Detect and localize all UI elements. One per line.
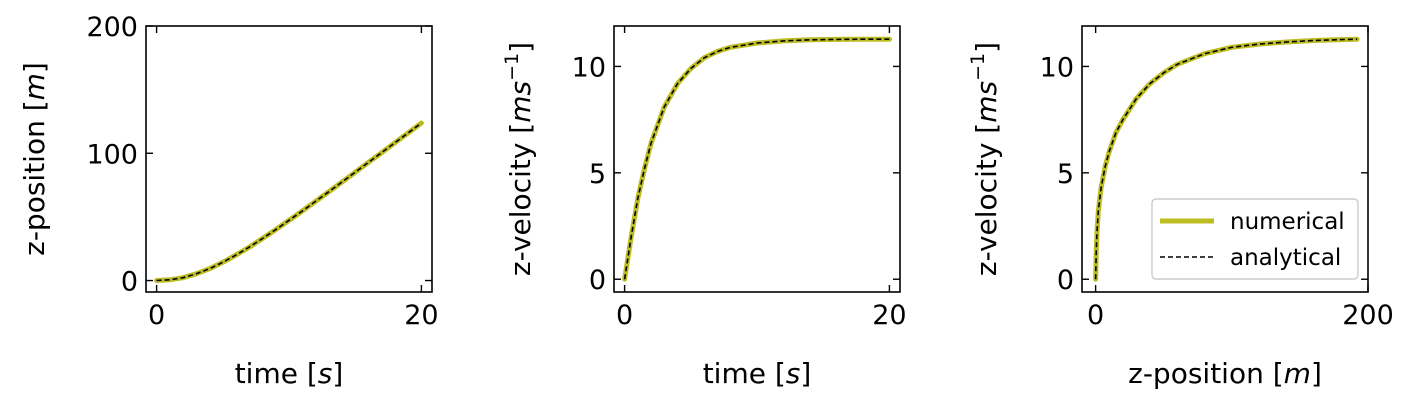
y-tick-label: 5 (1057, 159, 1074, 190)
plot-frame (145, 25, 433, 293)
x-tick-label: 20 (404, 300, 438, 331)
label-suffix: ] (1311, 357, 1322, 390)
y-axis-label: z-position [m] (18, 62, 51, 256)
y-tick-label: 10 (1040, 52, 1074, 83)
series-line-analytical (156, 122, 422, 282)
label-unit: s (318, 357, 333, 390)
y-tick-label: 0 (121, 267, 138, 298)
label-superscript: −1 (501, 53, 523, 81)
plot-frame (1081, 25, 1369, 293)
label-unit: s (786, 357, 801, 390)
x-axis-label: z-position [m] (1128, 357, 1322, 390)
label-prefix: z-position [ (18, 100, 51, 256)
series-line-analytical (623, 38, 890, 280)
legend: numerical analytical (1151, 198, 1359, 280)
x-tick-label: 0 (616, 300, 633, 331)
label-suffix: ] (800, 357, 811, 390)
y-tick-label: 10 (572, 52, 606, 83)
series-line-numerical (622, 36, 892, 282)
y-axis-label: z-velocity [ms−1] (967, 42, 1003, 276)
label-prefix: z-velocity [ (504, 123, 537, 276)
label-suffix: ] (332, 357, 343, 390)
label-prefix: z-velocity [ (970, 123, 1003, 276)
label-prefix: time [ (235, 357, 318, 390)
label-suffix: ] (18, 62, 51, 73)
legend-label: analytical (1230, 245, 1341, 271)
label-suffix: ] (970, 42, 1003, 53)
y-tick-label: 0 (589, 265, 606, 296)
y-tick-label: 0 (1057, 265, 1074, 296)
y-axis-label: z-velocity [ms−1] (501, 42, 537, 276)
x-tick-label: 0 (148, 300, 165, 331)
x-tick-label: 200 (1342, 300, 1394, 331)
x-axis-label: time [s] (235, 357, 344, 390)
x-tick-label: 20 (872, 300, 906, 331)
y-tick-label: 200 (86, 12, 138, 43)
plot-frame (613, 25, 901, 293)
series-line-analytical (1094, 38, 1358, 280)
series-line-numerical (154, 120, 424, 283)
y-tick-label: 100 (86, 139, 138, 170)
label-prefix: z-position [ (1128, 357, 1284, 390)
label-prefix: time [ (703, 357, 786, 390)
label-unit: ms (504, 81, 537, 123)
label-superscript: −1 (967, 53, 989, 81)
legend-label: numerical (1230, 209, 1345, 235)
x-tick-label: 0 (1087, 300, 1104, 331)
label-unit: m (1284, 357, 1311, 390)
label-unit: ms (970, 81, 1003, 123)
x-axis-label: time [s] (703, 357, 812, 390)
y-tick-label: 5 (589, 159, 606, 190)
label-unit: m (18, 73, 51, 100)
label-suffix: ] (504, 42, 537, 53)
